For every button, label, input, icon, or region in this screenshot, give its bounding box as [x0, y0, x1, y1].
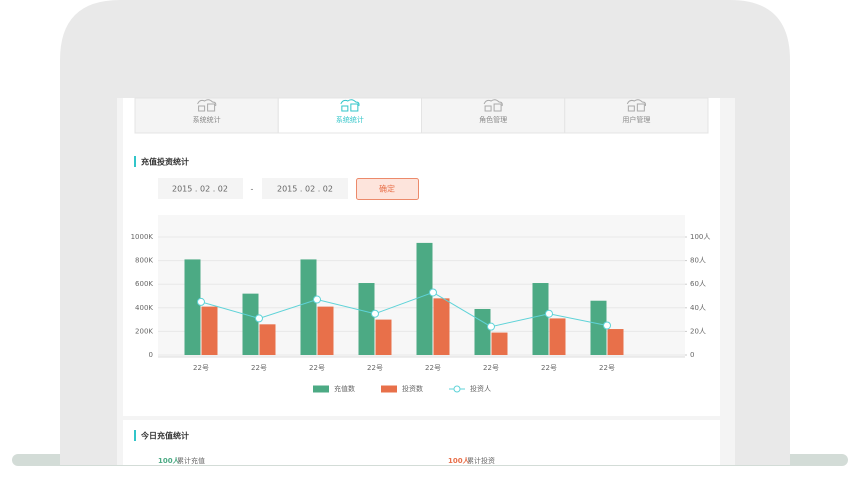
confirm-button[interactable] — [356, 178, 419, 200]
y-tick-label: 200K — [135, 327, 153, 335]
separator: - — [251, 185, 254, 194]
y2-tick-label: 80人 — [690, 257, 706, 265]
point — [429, 288, 437, 297]
x-tick-label: 22号 — [425, 364, 441, 372]
bar — [184, 259, 201, 355]
stat-value: 100人 — [448, 456, 471, 465]
tab-icon — [197, 99, 217, 112]
date-from[interactable]: 2015 . 02 . 02 — [172, 185, 228, 194]
y-tick-label: 600K — [135, 280, 153, 288]
tab-icon — [340, 99, 360, 112]
legend-swatch — [313, 385, 329, 393]
y2-tick-label: 0 — [690, 351, 694, 359]
tab[interactable] — [564, 97, 709, 134]
y-tick-label: 800K — [135, 257, 153, 265]
x-tick-label: 22号 — [599, 364, 615, 372]
point — [603, 321, 611, 330]
bar — [607, 329, 624, 355]
bar — [259, 324, 276, 355]
date-input[interactable] — [158, 178, 243, 199]
point — [255, 314, 263, 323]
bar — [317, 306, 334, 355]
tab-icon — [483, 99, 503, 112]
bar — [491, 332, 508, 355]
point — [313, 295, 321, 304]
x-tick-label: 22号 — [483, 364, 499, 372]
y-tick-label: 0 — [149, 351, 153, 359]
section-title: 充值投资统计 — [141, 157, 189, 167]
bar — [242, 293, 259, 355]
bar — [532, 283, 549, 355]
stat-label: 累计充值 — [177, 456, 205, 465]
legend-label[interactable]: 投资数 — [402, 384, 423, 393]
bar — [375, 319, 392, 355]
bar — [549, 318, 566, 355]
legend-label[interactable]: 投资人 — [470, 384, 491, 393]
bar — [358, 283, 375, 355]
bar — [416, 242, 433, 355]
y2-tick-label: 100人 — [690, 233, 710, 241]
date-to[interactable]: 2015 . 02 . 02 — [277, 185, 333, 194]
title-bar — [134, 430, 136, 441]
x-tick-label: 22号 — [193, 364, 209, 372]
bar — [433, 298, 450, 355]
title-bar — [134, 156, 136, 167]
section-title: 今日充值统计 — [140, 431, 189, 441]
tab[interactable] — [134, 97, 279, 134]
y2-tick-label: 60人 — [690, 280, 706, 288]
legend-swatch — [453, 385, 461, 393]
y2-tick-label: 20人 — [690, 327, 706, 335]
point — [371, 309, 379, 318]
stat-label: 累计投资 — [467, 456, 495, 465]
bar — [474, 308, 491, 355]
x-tick-label: 22号 — [367, 364, 383, 372]
panel — [123, 420, 720, 465]
y-tick-label: 1000K — [131, 233, 154, 241]
tab-icon — [626, 99, 647, 112]
y2-tick-label: 40人 — [690, 304, 706, 312]
line — [200, 291, 608, 328]
x-tick-label: 22号 — [251, 364, 267, 372]
x-tick-label: 22号 — [541, 364, 557, 372]
bar — [590, 300, 607, 355]
tab-label[interactable]: 角色管理 — [479, 115, 507, 124]
tab-label[interactable]: 用户管理 — [622, 115, 650, 124]
date-input[interactable] — [262, 178, 348, 199]
tab-label[interactable]: 系统统计 — [336, 115, 364, 124]
bar — [201, 306, 218, 355]
confirm-label[interactable]: 确定 — [379, 184, 395, 194]
point — [545, 309, 553, 318]
legend-swatch — [381, 385, 397, 393]
legend-label[interactable]: 充值数 — [334, 384, 355, 393]
y-tick-label: 400K — [135, 304, 153, 312]
tab-label[interactable]: 系统统计 — [193, 115, 221, 124]
point — [197, 297, 205, 306]
stat-value: 100人 — [158, 456, 181, 465]
bar — [300, 259, 317, 355]
point — [487, 322, 495, 331]
tab[interactable] — [421, 97, 566, 134]
x-tick-label: 22号 — [309, 364, 325, 372]
